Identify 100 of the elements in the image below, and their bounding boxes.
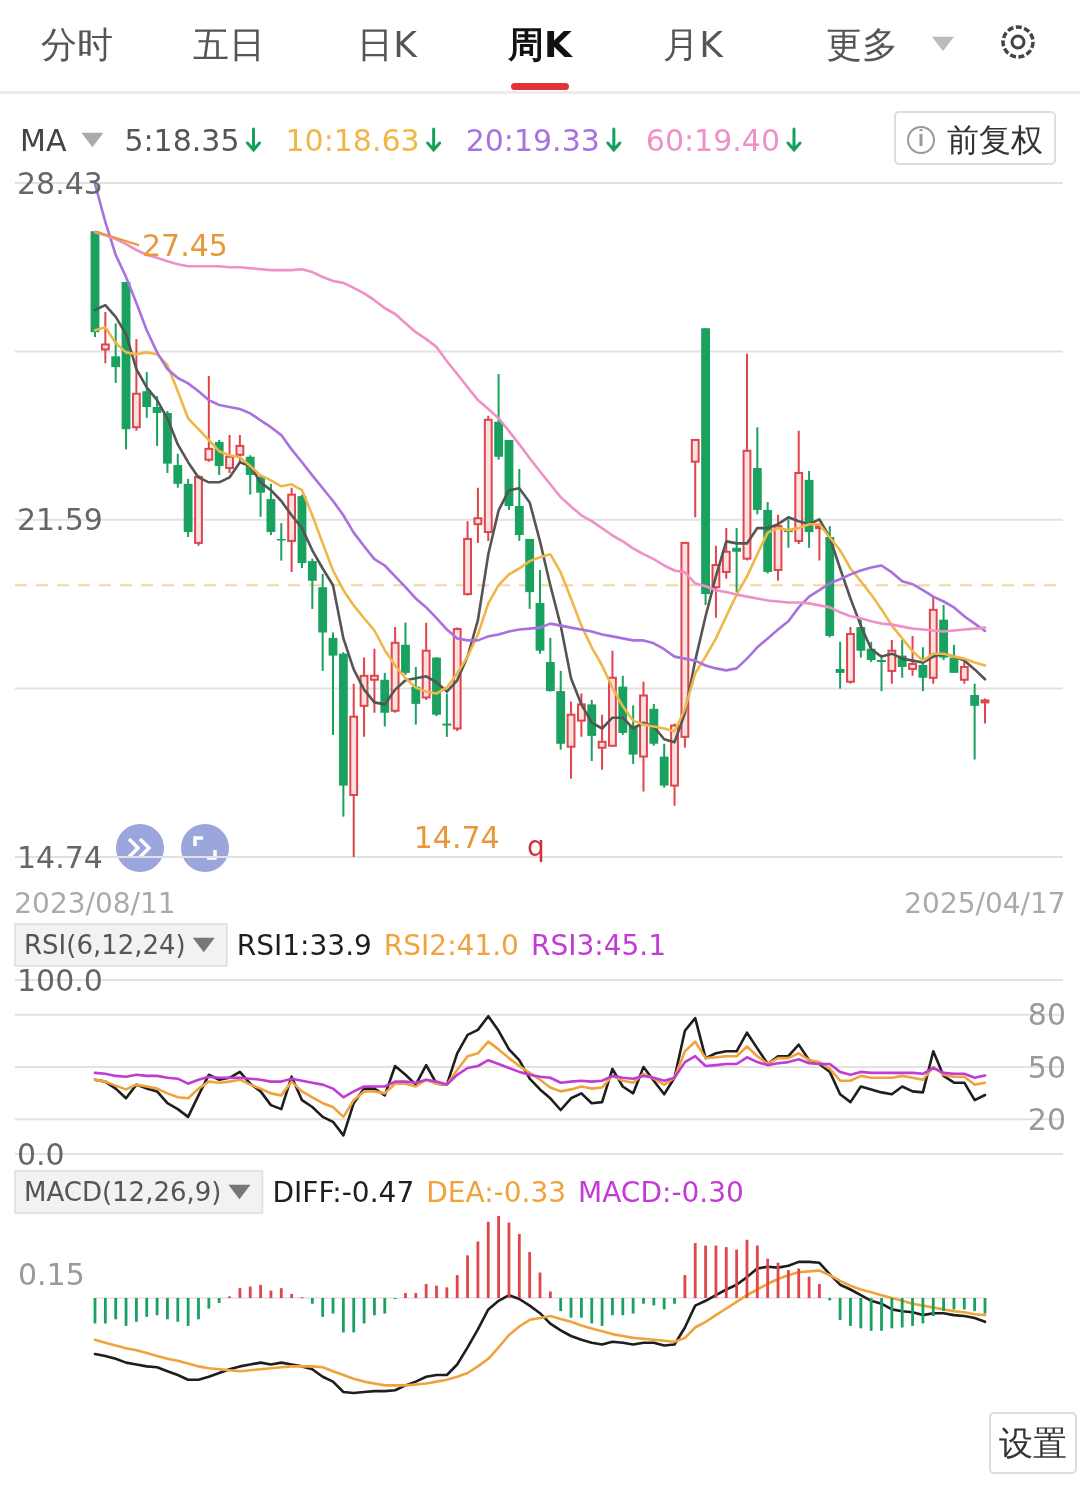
text: 设置 [999,1423,1067,1463]
bar [445,1287,449,1298]
bar [197,1298,200,1320]
bar [321,1298,325,1317]
text: 0.15 [18,1256,85,1292]
legend-title: MA [20,122,67,158]
candlestick [152,395,162,447]
candlestick [970,682,980,761]
bar [238,1288,242,1298]
bar [849,1298,852,1326]
bar [869,1298,873,1331]
bar [279,1288,283,1298]
candlestick [173,452,183,489]
bar [497,1216,501,1298]
bar [528,1252,532,1298]
candlestick [349,682,359,858]
bar [466,1255,469,1298]
bar [931,1298,935,1317]
bar [797,1268,801,1298]
bar [704,1245,707,1298]
bar [880,1298,883,1331]
bar [818,1284,821,1298]
candlestick [411,665,421,726]
bar [693,1243,697,1298]
bar [114,1298,118,1320]
text: 五日 [193,23,265,65]
candlestick [287,486,297,573]
bar [310,1298,314,1304]
candlestick [732,527,742,594]
bar [341,1298,345,1333]
legend: MACD(12,26,9) DIFF:-0.47 DEA:-0.33 [14,1170,566,1214]
bar [859,1298,863,1329]
bar [642,1298,645,1304]
y2-tick-label: 50 [1027,1049,1066,1085]
bar [548,1291,552,1298]
text: 分时 [41,23,113,65]
line-series [93,1054,987,1099]
bar [135,1298,138,1322]
candlestick [908,634,917,677]
bar [611,1298,614,1316]
bar [404,1293,407,1298]
candlestick [100,310,110,365]
bar [103,1298,107,1324]
bar [786,1270,790,1298]
y-tick-label: 21.59 [17,502,103,538]
legend-title: MACD(12,26,9) [24,1177,222,1207]
bar [435,1285,438,1298]
bar [559,1298,563,1312]
bar [580,1298,583,1318]
bar [414,1293,418,1298]
candlestick [721,527,731,580]
bar [683,1275,687,1298]
candlestick [111,322,121,384]
legend: MA 5:18.35 10:18.63 20:19.33 60:19.40 [20,122,802,158]
y-tick-label: 0.0 [17,1136,65,1172]
bar [962,1298,966,1310]
line-series [93,1040,987,1119]
bar [424,1284,428,1298]
candlestick [473,486,483,544]
bar [352,1298,356,1333]
text: 更多 [826,23,898,65]
bar [383,1298,387,1314]
bar [486,1221,490,1298]
bar [755,1245,759,1298]
candlestick [442,692,452,738]
bar [259,1284,262,1298]
candlestick [131,338,141,432]
text: 前复权 [947,121,1043,159]
bar [890,1298,894,1329]
bar [186,1298,190,1326]
legend: MACD:-0.30 [578,1175,744,1209]
candlestick [856,618,866,659]
bar [911,1298,914,1326]
candlestick [794,429,804,545]
annotation: 27.45 [142,227,228,263]
bar [631,1298,635,1314]
bar [662,1298,666,1310]
bar [166,1298,169,1320]
x-tick-label: 2025/04/17 [904,886,1066,920]
bar [621,1298,625,1316]
x-tick-label: 2023/08/11 [14,886,176,920]
annotation: q [527,829,545,863]
bar [942,1298,946,1312]
candlestick [225,434,234,474]
bar [373,1298,376,1316]
bar [673,1298,676,1304]
bar [145,1298,149,1317]
bar [217,1298,221,1303]
candlestick [639,680,648,793]
bar [455,1275,459,1298]
bar [652,1298,656,1306]
y-tick-label: 14.74 [17,839,103,875]
bar [724,1247,728,1298]
candlestick [835,640,845,690]
text: 周K [507,23,574,65]
candlestick [204,374,214,463]
legend-title: RSI(6,12,24) [24,930,186,960]
candlestick [463,520,472,596]
candlestick [918,646,928,693]
bar [900,1298,904,1328]
